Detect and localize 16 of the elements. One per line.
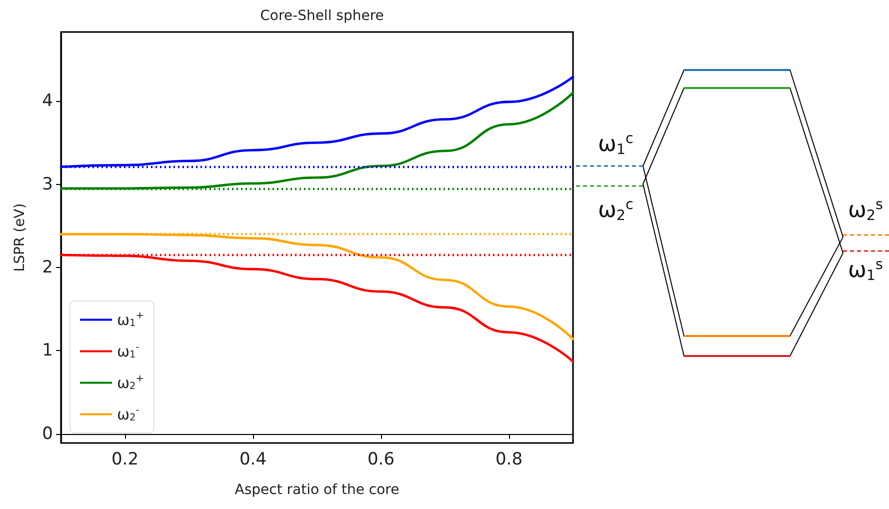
chart-title: Core-Shell sphere <box>260 8 384 24</box>
x-tick-label: 0.4 <box>239 450 267 470</box>
legend-label: ω1- <box>117 342 140 360</box>
x-tick-label: 0.6 <box>367 450 395 470</box>
x-tick-label: 0.2 <box>111 450 139 470</box>
y-tick-label: 2 <box>42 257 53 278</box>
legend-label: ω1+ <box>117 310 144 329</box>
y-axis-title: LSPR (eV) <box>12 203 28 272</box>
legend-label: ω2- <box>117 405 140 424</box>
y-tick-label: 4 <box>42 91 53 112</box>
y-tick-label: 0 <box>42 424 53 444</box>
legend-label: ω2+ <box>117 374 144 392</box>
y-tick-label: 1 <box>42 340 53 361</box>
x-tick-label: 0.8 <box>495 450 523 470</box>
y-tick-label: 3 <box>42 174 53 194</box>
x-axis-title: Aspect ratio of the core <box>234 482 400 498</box>
